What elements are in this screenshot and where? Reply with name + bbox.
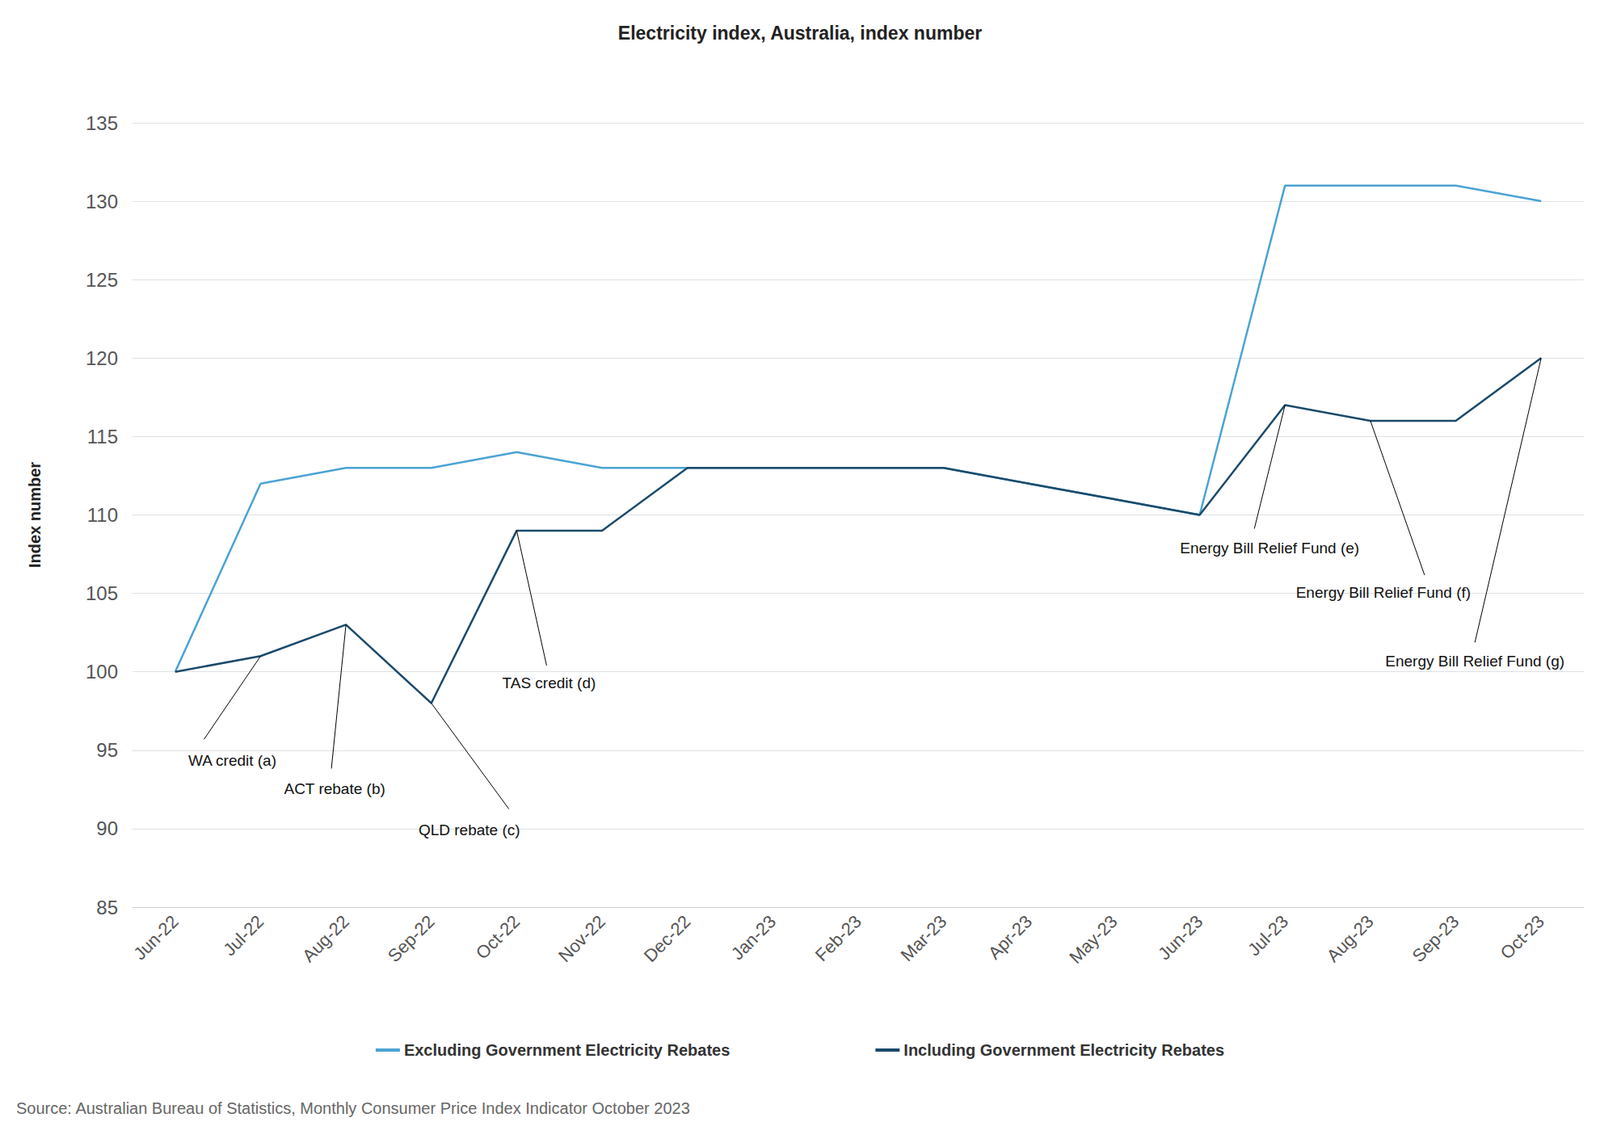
svg-text:ACT rebate (b): ACT rebate (b) <box>283 780 385 798</box>
svg-text:Aug-23: Aug-23 <box>1322 911 1378 967</box>
svg-text:Energy Bill Relief Fund (e): Energy Bill Relief Fund (e) <box>1179 539 1360 557</box>
svg-text:Excluding Government Electrici: Excluding Government Electricity Rebates <box>404 1041 730 1060</box>
svg-text:Energy Bill Relief Fund (f): Energy Bill Relief Fund (f) <box>1296 584 1471 602</box>
svg-text:130: 130 <box>85 190 118 213</box>
svg-text:Jun-23: Jun-23 <box>1153 911 1207 965</box>
svg-text:Energy Bill Relief Fund (g): Energy Bill Relief Fund (g) <box>1385 652 1565 670</box>
svg-text:Aug-22: Aug-22 <box>298 911 354 967</box>
svg-text:Sep-22: Sep-22 <box>383 911 439 967</box>
svg-text:Jul-23: Jul-23 <box>1243 911 1293 960</box>
svg-text:100: 100 <box>85 661 118 683</box>
svg-text:Electricity index, Australia,: Electricity index, Australia, index numb… <box>618 22 982 44</box>
svg-text:85: 85 <box>96 896 118 919</box>
svg-text:95: 95 <box>96 739 118 762</box>
svg-text:WA credit (a): WA credit (a) <box>188 752 277 770</box>
svg-text:Nov-22: Nov-22 <box>554 911 610 967</box>
svg-text:Including Government Electrici: Including Government Electricity Rebates <box>903 1041 1225 1060</box>
svg-text:120: 120 <box>85 347 118 370</box>
svg-text:Sep-23: Sep-23 <box>1408 911 1464 967</box>
svg-text:105: 105 <box>85 582 118 605</box>
svg-text:125: 125 <box>85 269 118 291</box>
svg-text:Mar-23: Mar-23 <box>896 911 952 966</box>
svg-text:Oct-23: Oct-23 <box>1496 911 1549 964</box>
svg-text:Jul-22: Jul-22 <box>218 911 268 960</box>
svg-text:Feb-23: Feb-23 <box>811 911 866 966</box>
svg-text:QLD rebate (c): QLD rebate (c) <box>418 821 521 839</box>
svg-text:90: 90 <box>96 817 118 840</box>
svg-text:Source: Australian Bureau of S: Source: Australian Bureau of Statistics,… <box>16 1099 691 1118</box>
svg-text:135: 135 <box>85 112 118 135</box>
svg-text:May-23: May-23 <box>1065 911 1122 969</box>
svg-text:Oct-22: Oct-22 <box>471 911 524 964</box>
svg-text:TAS credit (d): TAS credit (d) <box>502 674 597 692</box>
svg-text:Index number: Index number <box>25 462 44 569</box>
svg-text:Jun-22: Jun-22 <box>129 911 182 965</box>
svg-text:Dec-22: Dec-22 <box>640 911 695 967</box>
svg-text:Jan-23: Jan-23 <box>727 911 780 965</box>
svg-text:115: 115 <box>87 425 118 448</box>
svg-text:Apr-23: Apr-23 <box>984 911 1036 964</box>
svg-text:110: 110 <box>87 504 118 527</box>
